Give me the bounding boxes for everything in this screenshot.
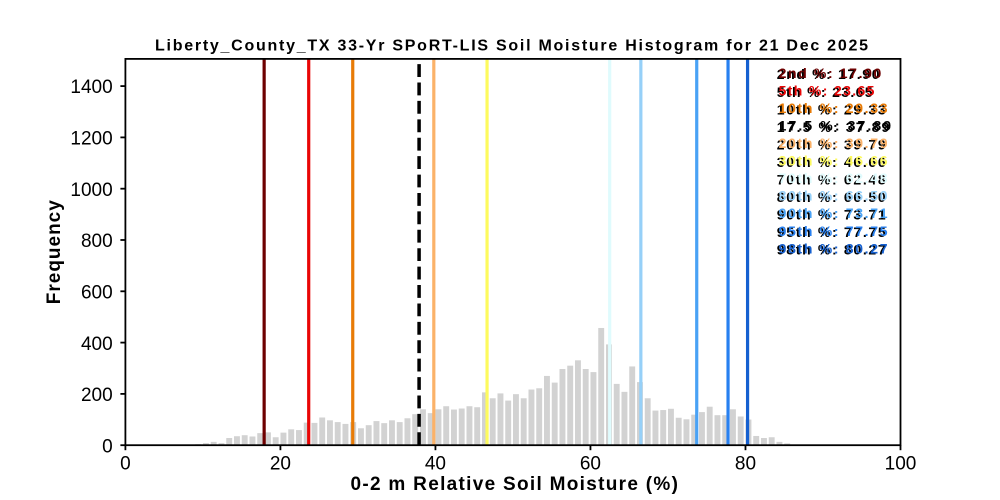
svg-text:5th %: 23.65: 5th %: 23.65 <box>779 82 875 98</box>
svg-text:2nd %: 17.90: 2nd %: 17.90 <box>779 65 882 81</box>
svg-text:0-2 m Relative Soil Moisture (: 0-2 m Relative Soil Moisture (%) <box>350 474 678 495</box>
svg-text:95th %: 77.75: 95th %: 77.75 <box>779 223 888 239</box>
svg-text:10th %: 29.33: 10th %: 29.33 <box>777 101 886 117</box>
svg-text:200: 200 <box>81 385 113 406</box>
svg-text:Liberty_County_TX 33-Yr SPoRT-: Liberty_County_TX 33-Yr SPoRT-LIS Soil M… <box>155 37 868 54</box>
svg-text:80th %: 66.50: 80th %: 66.50 <box>777 189 886 205</box>
svg-text:60: 60 <box>580 453 601 474</box>
svg-text:30th %: 46.66: 30th %: 46.66 <box>777 154 886 170</box>
svg-text:600: 600 <box>81 282 113 303</box>
svg-text:80th %: 66.50: 80th %: 66.50 <box>779 188 888 204</box>
svg-text:1200: 1200 <box>70 129 112 150</box>
svg-text:0: 0 <box>102 436 113 457</box>
svg-text:2nd %: 17.90: 2nd %: 17.90 <box>777 66 880 82</box>
svg-text:70th %: 62.48: 70th %: 62.48 <box>779 170 888 186</box>
svg-text:Frequency: Frequency <box>44 200 65 304</box>
svg-text:20: 20 <box>270 453 291 474</box>
svg-text:95th %: 77.75: 95th %: 77.75 <box>777 224 886 240</box>
svg-text:20th %: 39.79: 20th %: 39.79 <box>779 135 888 151</box>
svg-text:98th %: 80.27: 98th %: 80.27 <box>779 240 888 256</box>
svg-text:17.5 %: 37.89: 17.5 %: 37.89 <box>777 119 890 135</box>
svg-text:30th %: 46.66: 30th %: 46.66 <box>779 153 888 169</box>
svg-text:400: 400 <box>81 334 113 355</box>
svg-text:90th %: 73.71: 90th %: 73.71 <box>779 205 888 221</box>
svg-text:800: 800 <box>81 231 113 252</box>
svg-text:100: 100 <box>885 453 917 474</box>
svg-text:10th %: 29.33: 10th %: 29.33 <box>779 100 888 116</box>
svg-text:90th %: 73.71: 90th %: 73.71 <box>777 207 886 223</box>
svg-text:1400: 1400 <box>70 77 112 98</box>
svg-text:20th %: 39.79: 20th %: 39.79 <box>777 136 886 152</box>
svg-text:1000: 1000 <box>70 180 112 201</box>
svg-text:98th %: 80.27: 98th %: 80.27 <box>777 242 886 258</box>
svg-text:70th %: 62.48: 70th %: 62.48 <box>777 172 886 188</box>
svg-text:0: 0 <box>120 453 131 474</box>
svg-text:80: 80 <box>735 453 756 474</box>
svg-text:40: 40 <box>425 453 446 474</box>
svg-text:17.5 %: 37.89: 17.5 %: 37.89 <box>779 118 892 134</box>
